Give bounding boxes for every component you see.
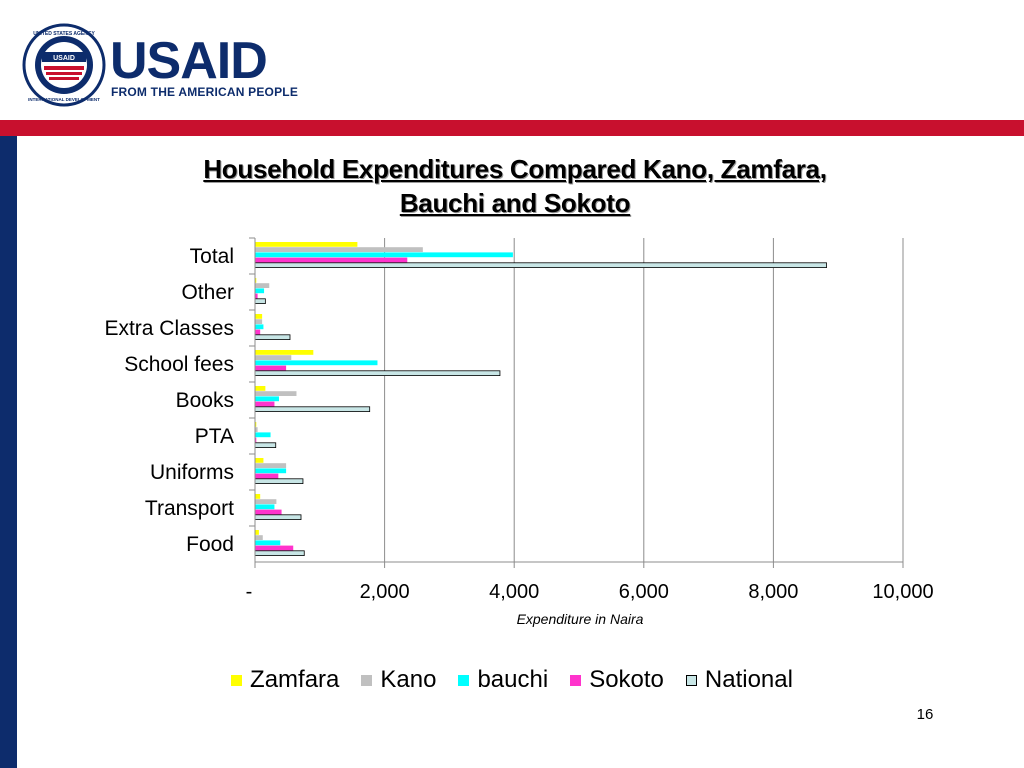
bar-layer (254, 242, 827, 556)
x-tick-label: 2,000 (360, 581, 410, 603)
x-tick-label: 8,000 (748, 581, 798, 603)
usaid-logo: USAID UNITED STATES AGENCY INTERNATIONAL… (22, 23, 298, 107)
legend-swatch (458, 674, 470, 686)
x-axis-title: Expenditure in Naira (517, 611, 644, 627)
legend-swatch (685, 674, 697, 686)
bar-sokoto (255, 545, 294, 551)
legend-item-national: National (685, 666, 793, 694)
legend-label: bauchi (477, 666, 549, 693)
legend-label: National (704, 666, 793, 693)
y-category-label: School fees (124, 353, 234, 376)
bar-national (254, 514, 302, 520)
bar-kano (255, 463, 287, 468)
bar-bauchi (255, 396, 279, 402)
bar-bauchi (255, 360, 378, 366)
bar-national (254, 478, 304, 484)
chart-title: Household Expenditures Compared Kano, Za… (60, 152, 970, 220)
bar-bauchi (255, 288, 265, 294)
y-category-label: Books (176, 389, 234, 412)
x-tick-label: 10,000 (872, 581, 933, 603)
legend-item-bauchi: bauchi (458, 666, 548, 694)
y-category-label: Food (186, 533, 234, 556)
legend-label: Sokoto (589, 666, 664, 693)
logo-tagline: FROM THE AMERICAN PEOPLE (111, 85, 298, 99)
y-category-label: Uniforms (150, 461, 234, 484)
x-tick-label: - (246, 581, 253, 603)
chart-title-line2: Bauchi and Sokoto (399, 188, 631, 218)
bar-kano (255, 283, 270, 288)
logo-wordmark: USAID (110, 32, 267, 90)
bar-zamfara (255, 458, 264, 463)
seal-bottom-text: INTERNATIONAL DEVELOPMENT (28, 97, 100, 102)
bar-national (254, 334, 291, 340)
bar-bauchi (255, 432, 271, 438)
legend-swatch (231, 674, 243, 686)
legend-label: Zamfara (250, 666, 340, 693)
bar-sokoto (255, 365, 287, 371)
bar-bauchi (255, 324, 264, 330)
header-divider-bar (0, 120, 1024, 136)
bar-bauchi (255, 468, 287, 474)
bar-zamfara (255, 422, 257, 427)
bar-national (254, 298, 266, 304)
chart-title-line1: Household Expenditures Compared Kano, Za… (203, 154, 827, 184)
grid-layer (384, 238, 904, 562)
bar-sokoto (255, 401, 275, 407)
bar-sokoto (255, 473, 279, 479)
page-number: 16 (916, 706, 934, 723)
bar-kano (255, 427, 258, 432)
bar-zamfara (255, 278, 257, 283)
bar-kano (255, 535, 263, 540)
bar-sokoto (255, 257, 408, 263)
bar-zamfara (255, 314, 263, 319)
left-accent-bar (0, 136, 17, 768)
bar-national (254, 550, 305, 556)
bar-bauchi (255, 540, 281, 546)
bar-sokoto (255, 329, 261, 335)
bar-national (254, 370, 501, 376)
y-category-label: Extra Classes (104, 317, 234, 340)
bar-sokoto (255, 293, 258, 299)
x-tick-label: 6,000 (619, 581, 669, 603)
legend-item-zamfara: Zamfara (231, 666, 339, 694)
bar-zamfara (255, 350, 314, 355)
bar-kano (255, 319, 263, 324)
x-tick-label: 4,000 (489, 581, 539, 603)
bar-kano (255, 391, 297, 396)
y-category-label: Other (181, 281, 234, 304)
seal-top-text: UNITED STATES AGENCY (33, 31, 95, 37)
bar-kano (255, 247, 423, 252)
bar-sokoto (255, 509, 282, 515)
bar-bauchi (255, 504, 275, 510)
bar-kano (255, 355, 292, 360)
legend-swatch (361, 674, 373, 686)
y-category-label: Transport (145, 497, 234, 520)
chart-legend: Zamfara Kano bauchi Sokoto National (0, 666, 1024, 694)
bar-kano (255, 499, 277, 504)
legend-item-kano: Kano (361, 666, 436, 694)
y-category-label: Total (190, 245, 234, 268)
bar-zamfara (255, 242, 358, 247)
legend-item-sokoto: Sokoto (570, 666, 664, 694)
legend-swatch (570, 674, 582, 686)
y-category-label: PTA (195, 425, 234, 448)
bar-zamfara (255, 386, 266, 391)
legend-label: Kano (380, 666, 437, 693)
bar-national (254, 442, 277, 448)
seal-center-text: USAID (53, 55, 75, 62)
bar-national (254, 406, 371, 412)
bar-bauchi (255, 252, 513, 258)
bar-zamfara (255, 494, 261, 499)
bar-zamfara (255, 530, 259, 535)
bar-sokoto (255, 437, 257, 443)
axis-layer: - 2,000 4,000 6,000 8,000 10,000 Total Other Ext… (104, 237, 934, 603)
usaid-seal-icon: USAID UNITED STATES AGENCY INTERNATIONAL… (22, 23, 106, 107)
bar-national (254, 262, 827, 268)
